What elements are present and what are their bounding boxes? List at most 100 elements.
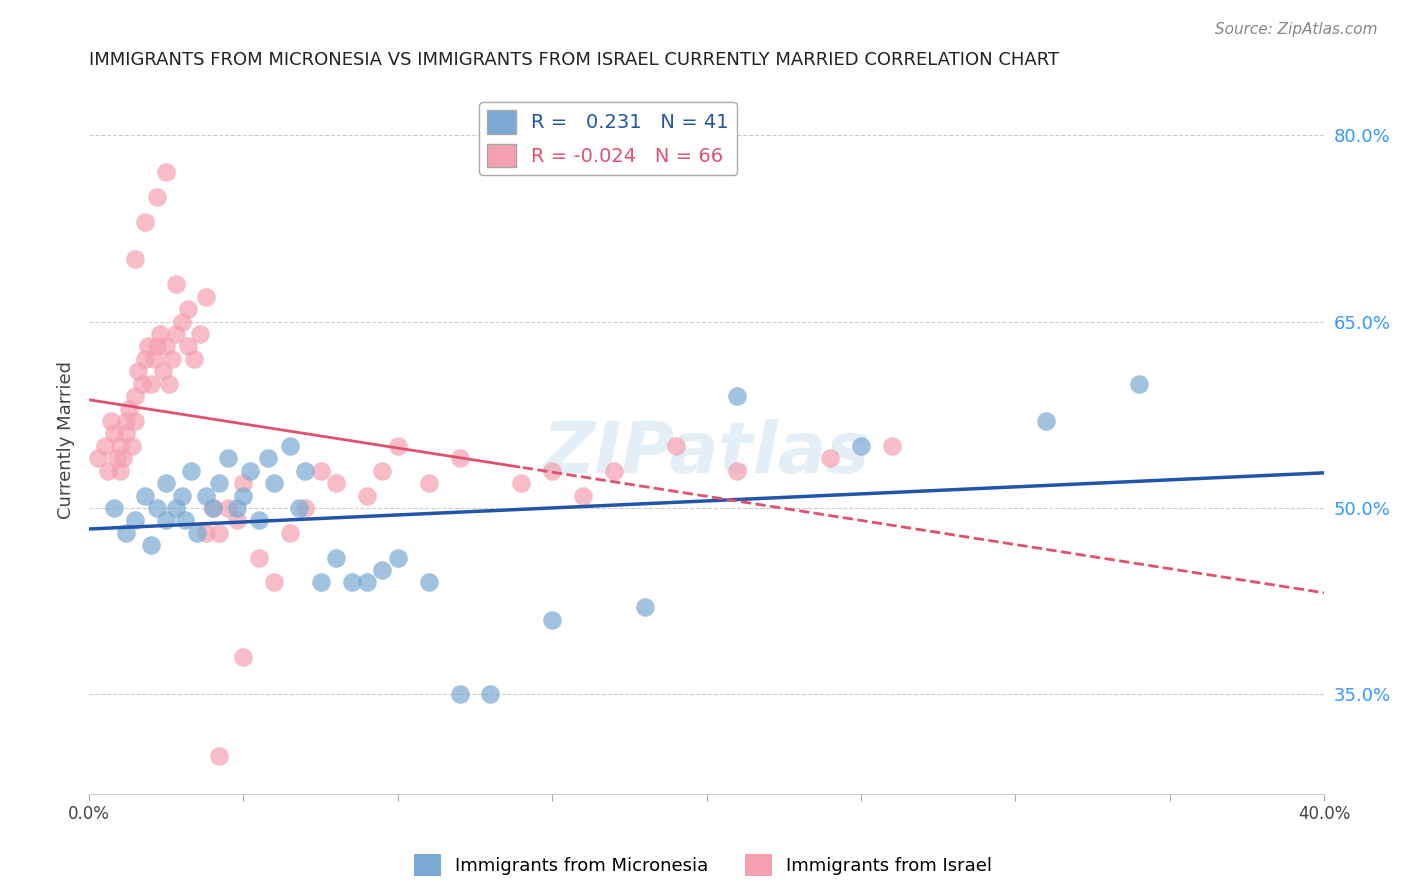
Point xyxy=(572,488,595,502)
Point xyxy=(162,351,184,366)
Point xyxy=(121,439,143,453)
Point xyxy=(112,451,135,466)
Point xyxy=(124,252,146,267)
Point xyxy=(195,525,218,540)
Point xyxy=(124,389,146,403)
Point xyxy=(134,488,156,502)
Point xyxy=(134,215,156,229)
Point xyxy=(309,575,332,590)
Point xyxy=(257,451,280,466)
Point xyxy=(294,500,316,515)
Point xyxy=(146,500,169,515)
Point xyxy=(247,513,270,527)
Point xyxy=(115,525,138,540)
Point xyxy=(103,426,125,441)
Point xyxy=(165,500,187,515)
Y-axis label: Currently Married: Currently Married xyxy=(58,360,75,518)
Point xyxy=(449,687,471,701)
Point xyxy=(146,339,169,353)
Point xyxy=(325,476,347,491)
Legend: R =   0.231   N = 41, R = -0.024   N = 66: R = 0.231 N = 41, R = -0.024 N = 66 xyxy=(479,103,737,175)
Point xyxy=(124,414,146,428)
Point xyxy=(665,439,688,453)
Point xyxy=(127,364,149,378)
Text: IMMIGRANTS FROM MICRONESIA VS IMMIGRANTS FROM ISRAEL CURRENTLY MARRIED CORRELATI: IMMIGRANTS FROM MICRONESIA VS IMMIGRANTS… xyxy=(89,51,1059,69)
Point xyxy=(177,339,200,353)
Point xyxy=(371,464,394,478)
Point xyxy=(880,439,903,453)
Point xyxy=(541,464,564,478)
Point xyxy=(208,476,231,491)
Text: Source: ZipAtlas.com: Source: ZipAtlas.com xyxy=(1215,22,1378,37)
Point xyxy=(263,575,285,590)
Point xyxy=(818,451,841,466)
Point xyxy=(356,575,378,590)
Point xyxy=(849,439,872,453)
Point xyxy=(134,351,156,366)
Point xyxy=(195,488,218,502)
Point xyxy=(217,451,239,466)
Point xyxy=(356,488,378,502)
Point xyxy=(170,488,193,502)
Point xyxy=(146,190,169,204)
Point xyxy=(149,326,172,341)
Point xyxy=(118,401,141,416)
Point xyxy=(1035,414,1057,428)
Point xyxy=(157,376,180,391)
Point xyxy=(294,464,316,478)
Point xyxy=(180,464,202,478)
Point xyxy=(449,451,471,466)
Point xyxy=(418,476,440,491)
Point xyxy=(139,538,162,552)
Point xyxy=(177,302,200,317)
Point xyxy=(97,464,120,478)
Point xyxy=(208,525,231,540)
Point xyxy=(387,550,409,565)
Point xyxy=(263,476,285,491)
Point xyxy=(727,464,749,478)
Point xyxy=(155,476,177,491)
Point xyxy=(165,326,187,341)
Point xyxy=(115,426,138,441)
Point xyxy=(232,476,254,491)
Point xyxy=(727,389,749,403)
Point xyxy=(340,575,363,590)
Point xyxy=(288,500,311,515)
Point xyxy=(108,439,131,453)
Point xyxy=(371,563,394,577)
Point xyxy=(103,500,125,515)
Point xyxy=(100,414,122,428)
Point xyxy=(217,500,239,515)
Point xyxy=(155,165,177,179)
Point xyxy=(232,488,254,502)
Point xyxy=(136,339,159,353)
Point xyxy=(309,464,332,478)
Point xyxy=(201,500,224,515)
Point xyxy=(152,364,174,378)
Point xyxy=(188,326,211,341)
Point xyxy=(510,476,533,491)
Point xyxy=(165,277,187,292)
Legend: Immigrants from Micronesia, Immigrants from Israel: Immigrants from Micronesia, Immigrants f… xyxy=(406,847,1000,883)
Point xyxy=(115,414,138,428)
Point xyxy=(183,351,205,366)
Point xyxy=(170,315,193,329)
Point xyxy=(195,290,218,304)
Point xyxy=(387,439,409,453)
Point xyxy=(208,749,231,764)
Point xyxy=(226,513,249,527)
Point xyxy=(139,376,162,391)
Point xyxy=(634,600,657,615)
Point xyxy=(541,613,564,627)
Point xyxy=(239,464,262,478)
Point xyxy=(603,464,626,478)
Point xyxy=(108,464,131,478)
Point xyxy=(278,439,301,453)
Point xyxy=(173,513,195,527)
Point xyxy=(186,525,208,540)
Text: ZIPatlas: ZIPatlas xyxy=(543,419,870,488)
Point xyxy=(155,513,177,527)
Point xyxy=(142,351,165,366)
Point xyxy=(325,550,347,565)
Point xyxy=(105,451,128,466)
